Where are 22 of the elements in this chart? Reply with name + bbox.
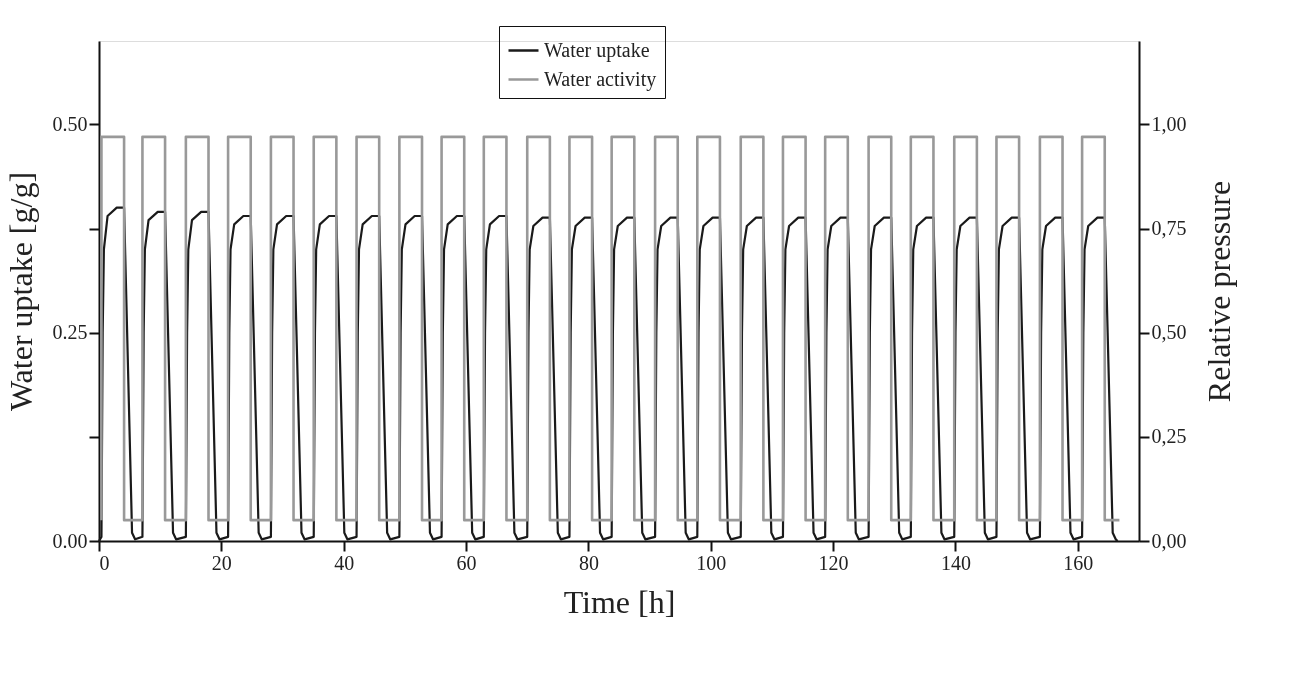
x-tick-label: 80 [578,551,599,574]
legend-label: Water uptake [544,38,650,62]
y2-tick-label: 0,75 [1151,217,1187,239]
y2-tick-label: 0,25 [1151,425,1187,448]
x-tick-label: 20 [211,551,232,574]
x-tick-label: 40 [334,551,355,574]
x-tick-label: 120 [818,551,849,574]
x-tick-label: 0 [99,551,110,574]
y2-tick-label: 0,00 [1151,529,1187,552]
x-tick-label: 160 [1063,551,1094,574]
y-tick-label: 0.25 [52,321,88,344]
legend-label: Water activity [544,67,657,91]
x-tick-label: 60 [456,551,477,574]
y2-tick-label: 1,00 [1151,112,1187,135]
x-tick-label: 100 [696,551,727,574]
y-tick-label: 0.50 [52,112,88,135]
x-axis-title: Time [h] [563,583,676,620]
x-tick-label: 140 [940,551,971,574]
y-tick-label: 0.00 [52,529,88,552]
y-axis-title: Water uptake [g/g] [2,171,39,412]
y2-tick-label: 0,50 [1151,321,1187,344]
y2-axis-title: Relative pressure [1200,180,1237,403]
